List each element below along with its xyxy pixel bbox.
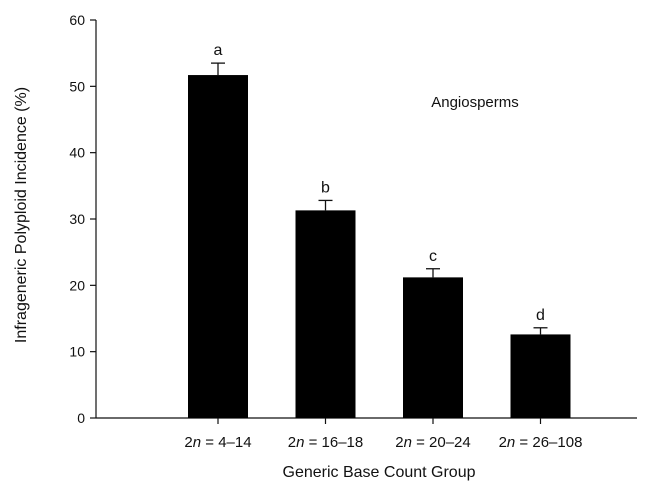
- significance-letter: d: [536, 307, 545, 324]
- bar-series: [188, 62, 571, 418]
- bar: [188, 75, 248, 418]
- bar: [295, 210, 356, 418]
- bar: [403, 277, 463, 418]
- significance-letter: a: [214, 42, 223, 59]
- chart-labels: a b c d: [214, 42, 545, 324]
- y-axis: 0 10 20 30 40 50 60: [69, 12, 97, 426]
- y-tick-label: 20: [69, 277, 85, 293]
- y-tick-label: 0: [77, 410, 85, 426]
- y-tick-label: 30: [69, 211, 85, 227]
- x-axis: 2n = 4–14 2n = 16–18 2n = 20–24 2n = 26–108: [96, 417, 637, 451]
- x-tick-label: 2n = 20–24: [395, 434, 471, 451]
- x-tick-label: 2n = 26–108: [499, 434, 583, 451]
- y-tick-label: 60: [69, 12, 85, 28]
- bar: [510, 334, 571, 418]
- y-axis-label: Infrageneric Polyploid Incidence (%): [13, 87, 30, 343]
- significance-letter: c: [429, 248, 437, 265]
- y-tick-label: 10: [69, 344, 85, 360]
- x-tick-label: 2n = 4–14: [184, 434, 251, 451]
- y-tick-label: 50: [69, 78, 85, 94]
- y-tick-label: 40: [69, 145, 85, 161]
- x-axis-label: Generic Base Count Group: [283, 464, 476, 481]
- significance-letter: b: [321, 179, 330, 196]
- x-tick-label: 2n = 16–18: [288, 434, 364, 451]
- chart-annotation: Angiosperms: [431, 94, 519, 111]
